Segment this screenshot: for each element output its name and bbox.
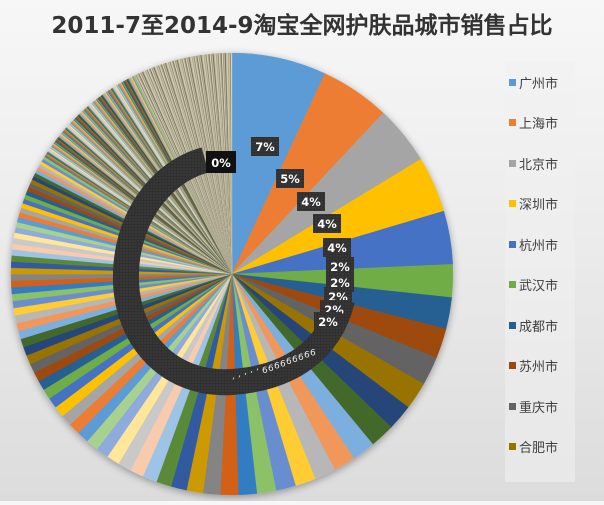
data-label: 7% (255, 140, 275, 154)
data-label-box (276, 169, 304, 188)
legend-item[interactable]: 杭州市 (509, 234, 558, 254)
overlapping-label-fragment: 6 (298, 353, 304, 363)
legend-swatch-icon (509, 159, 516, 167)
data-label: 4% (327, 241, 347, 255)
legend-label: 武汉市 (519, 279, 559, 294)
legend-item[interactable]: 上海市 (509, 113, 558, 133)
pie-labels: ’’’’’ 6 6 6 6 6 6 6 6 67%5%4%4%4%2%2%2%2%2%0% (112, 137, 355, 396)
legend-swatch-icon (509, 321, 516, 329)
data-label: 2% (330, 260, 350, 274)
legend-swatch-icon (509, 200, 516, 207)
legend-item[interactable]: 深圳市 (509, 194, 558, 214)
overlapping-label-fragment: 6 (310, 348, 316, 358)
legend: 广州市上海市北京市深圳市杭州市武汉市成都市苏州市重庆市合肥市 (505, 62, 575, 482)
legend-swatch-icon (509, 402, 516, 410)
legend-label: 合肥市 (519, 441, 559, 456)
legend-label: 北京市 (519, 157, 559, 173)
legend-swatch-icon (509, 240, 516, 248)
data-label: 4% (317, 217, 337, 231)
legend-item[interactable]: 广州市 (509, 72, 558, 92)
overlapping-label-fragment: 6 (292, 355, 298, 365)
overlapping-label-fragment: 6 (262, 366, 268, 376)
legend-label: 苏州市 (519, 360, 559, 375)
data-label-box (323, 238, 351, 257)
data-label-box (206, 151, 236, 173)
legend-label: 重庆市 (519, 400, 559, 416)
legend-label: 杭州市 (519, 238, 559, 254)
chart-title: 2011-7至2014-9淘宝全网护肤品城市销售占比 (51, 13, 553, 39)
data-label: 4% (301, 195, 321, 209)
legend-swatch-icon (509, 78, 516, 86)
legend-item[interactable]: 北京市 (509, 153, 558, 173)
legend-label: 广州市 (519, 76, 559, 92)
overlapping-label-fragment: 6 (268, 364, 274, 374)
overlapping-label-fragment: 6 (286, 357, 292, 367)
overlapping-label-fragment: 6 (304, 351, 310, 361)
legend-item[interactable]: 合肥市 (509, 437, 558, 457)
data-label: 0% (211, 156, 231, 170)
legend-swatch-icon (509, 119, 516, 126)
overlapping-label-fragment: ’ (238, 375, 241, 385)
legend-label: 深圳市 (519, 198, 559, 213)
legend-swatch-icon (509, 281, 516, 288)
overlapping-label-fragment: ’ (244, 373, 247, 383)
data-label-box (251, 137, 279, 156)
overlapping-label-fragment: 6 (274, 362, 280, 372)
overlapping-label-fragment: ’ (250, 370, 253, 380)
legend-label: 成都市 (519, 319, 559, 335)
data-label: 5% (280, 172, 300, 186)
legend-item[interactable]: 重庆市 (509, 396, 558, 416)
data-label-box (297, 192, 325, 211)
data-label-box (313, 214, 341, 233)
data-label-box (314, 312, 342, 331)
data-label: 2% (318, 315, 338, 329)
overlapping-label-fragment: ’ (232, 377, 235, 387)
pie-slices (10, 52, 454, 496)
overlapping-label-fragment: 6 (280, 359, 286, 369)
legend-swatch-icon (509, 362, 516, 369)
legend-item[interactable]: 苏州市 (509, 356, 558, 376)
data-label-box (326, 257, 354, 276)
legend-swatch-icon (509, 443, 516, 450)
legend-item[interactable]: 武汉市 (509, 275, 558, 295)
overlapping-label-fragment: ’ (256, 368, 259, 378)
overlapping-labels-band (112, 147, 355, 396)
legend-label: 上海市 (519, 117, 559, 132)
legend-item[interactable]: 成都市 (509, 315, 558, 335)
data-label: 2% (330, 276, 350, 290)
